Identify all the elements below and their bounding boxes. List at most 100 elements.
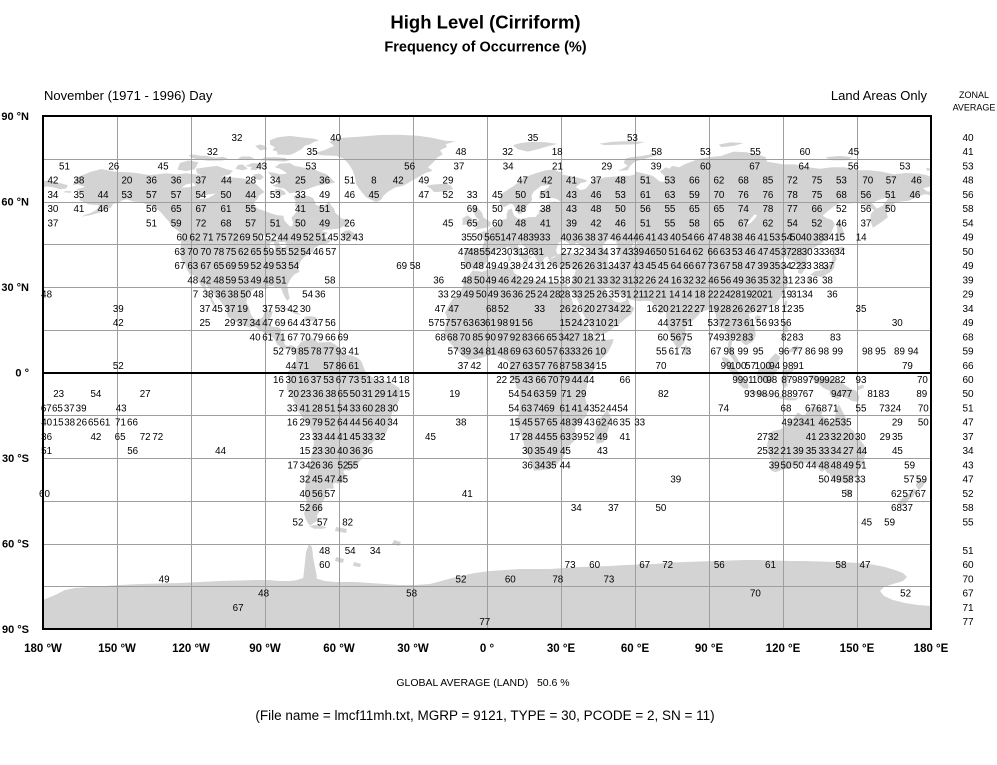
- svg-text:92: 92: [730, 332, 741, 343]
- svg-text:97: 97: [498, 332, 509, 343]
- svg-text:51: 51: [962, 404, 974, 415]
- svg-text:49: 49: [463, 290, 474, 301]
- svg-text:55: 55: [480, 247, 491, 258]
- svg-text:79: 79: [312, 332, 323, 343]
- svg-text:95: 95: [753, 347, 764, 358]
- svg-text:26: 26: [76, 418, 87, 429]
- svg-text:33: 33: [818, 446, 829, 457]
- svg-text:67: 67: [200, 261, 211, 272]
- svg-text:41: 41: [806, 432, 817, 443]
- svg-text:64: 64: [287, 318, 298, 329]
- svg-text:65: 65: [115, 432, 126, 443]
- svg-text:69: 69: [225, 261, 236, 272]
- svg-text:45: 45: [892, 446, 903, 457]
- svg-text:45: 45: [645, 261, 656, 272]
- svg-text:34: 34: [962, 304, 974, 315]
- svg-text:25: 25: [560, 261, 571, 272]
- svg-text:49: 49: [782, 418, 793, 429]
- svg-text:34: 34: [598, 247, 609, 258]
- svg-text:34: 34: [559, 332, 570, 343]
- svg-text:67: 67: [720, 261, 731, 272]
- svg-text:43: 43: [300, 318, 311, 329]
- svg-text:68: 68: [962, 332, 974, 343]
- svg-text:41: 41: [337, 432, 348, 443]
- svg-text:93: 93: [856, 375, 867, 386]
- svg-text:92: 92: [510, 332, 521, 343]
- svg-text:78: 78: [762, 204, 773, 215]
- svg-text:59: 59: [263, 247, 274, 258]
- svg-text:65: 65: [713, 218, 724, 229]
- svg-text:34: 34: [47, 190, 58, 201]
- svg-text:48: 48: [473, 261, 484, 272]
- svg-text:44: 44: [856, 446, 867, 457]
- svg-text:7: 7: [193, 290, 198, 301]
- svg-text:66: 66: [535, 375, 546, 386]
- svg-text:52: 52: [900, 589, 911, 600]
- svg-text:33: 33: [295, 190, 306, 201]
- svg-text:33: 33: [534, 304, 545, 315]
- svg-text:47: 47: [312, 318, 323, 329]
- svg-text:33: 33: [312, 432, 323, 443]
- svg-text:67: 67: [287, 332, 298, 343]
- svg-text:14: 14: [386, 375, 397, 386]
- svg-text:52: 52: [273, 347, 284, 358]
- svg-text:98: 98: [756, 389, 767, 400]
- svg-text:60: 60: [362, 404, 373, 415]
- svg-text:65: 65: [171, 204, 182, 215]
- svg-text:48: 48: [498, 347, 509, 358]
- svg-text:60 °E: 60 °E: [621, 643, 650, 655]
- svg-text:34: 34: [250, 318, 261, 329]
- svg-text:47: 47: [517, 176, 528, 187]
- svg-text:39: 39: [758, 261, 769, 272]
- svg-text:59: 59: [962, 347, 974, 358]
- svg-text:75: 75: [216, 233, 227, 244]
- svg-text:37: 37: [608, 503, 619, 514]
- svg-text:25: 25: [199, 318, 210, 329]
- svg-text:50: 50: [790, 233, 801, 244]
- svg-text:36: 36: [313, 389, 324, 400]
- svg-text:41: 41: [295, 204, 306, 215]
- svg-text:32: 32: [299, 475, 310, 486]
- svg-text:51: 51: [640, 176, 651, 187]
- svg-text:30: 30: [47, 204, 58, 215]
- svg-text:48: 48: [560, 418, 571, 429]
- svg-text:23: 23: [795, 275, 806, 286]
- svg-text:15: 15: [596, 361, 607, 372]
- svg-text:93: 93: [768, 318, 779, 329]
- svg-text:60 °S: 60 °S: [2, 539, 29, 551]
- svg-text:35: 35: [620, 418, 631, 429]
- svg-text:42: 42: [470, 361, 481, 372]
- svg-text:25: 25: [757, 446, 768, 457]
- svg-text:25: 25: [584, 290, 595, 301]
- svg-text:83: 83: [742, 332, 753, 343]
- svg-text:44: 44: [325, 432, 336, 443]
- svg-text:19: 19: [237, 304, 248, 315]
- svg-text:65: 65: [88, 418, 99, 429]
- svg-text:70: 70: [917, 375, 928, 386]
- svg-text:50: 50: [460, 261, 471, 272]
- svg-text:49: 49: [251, 275, 262, 286]
- svg-text:43: 43: [657, 233, 668, 244]
- svg-text:44: 44: [806, 460, 817, 471]
- svg-text:69: 69: [338, 332, 349, 343]
- svg-text:77: 77: [323, 347, 334, 358]
- svg-text:70: 70: [460, 332, 471, 343]
- svg-text:40: 40: [250, 332, 261, 343]
- svg-text:57: 57: [317, 517, 328, 528]
- svg-text:21: 21: [608, 318, 619, 329]
- svg-text:52: 52: [836, 204, 847, 215]
- svg-text:69: 69: [467, 204, 478, 215]
- svg-text:35: 35: [892, 432, 903, 443]
- svg-text:26: 26: [582, 347, 593, 358]
- svg-text:87: 87: [781, 375, 792, 386]
- svg-text:94: 94: [831, 389, 842, 400]
- svg-text:59: 59: [884, 517, 895, 528]
- svg-text:45: 45: [158, 162, 169, 173]
- svg-text:67: 67: [803, 389, 814, 400]
- svg-text:55: 55: [656, 347, 667, 358]
- svg-text:(File name = lmcf11mh.txt, MGR: (File name = lmcf11mh.txt, MGRP = 9121, …: [255, 708, 714, 723]
- svg-text:67: 67: [805, 404, 816, 415]
- svg-text:66: 66: [962, 361, 974, 372]
- svg-text:87: 87: [559, 361, 570, 372]
- svg-text:21: 21: [552, 162, 563, 173]
